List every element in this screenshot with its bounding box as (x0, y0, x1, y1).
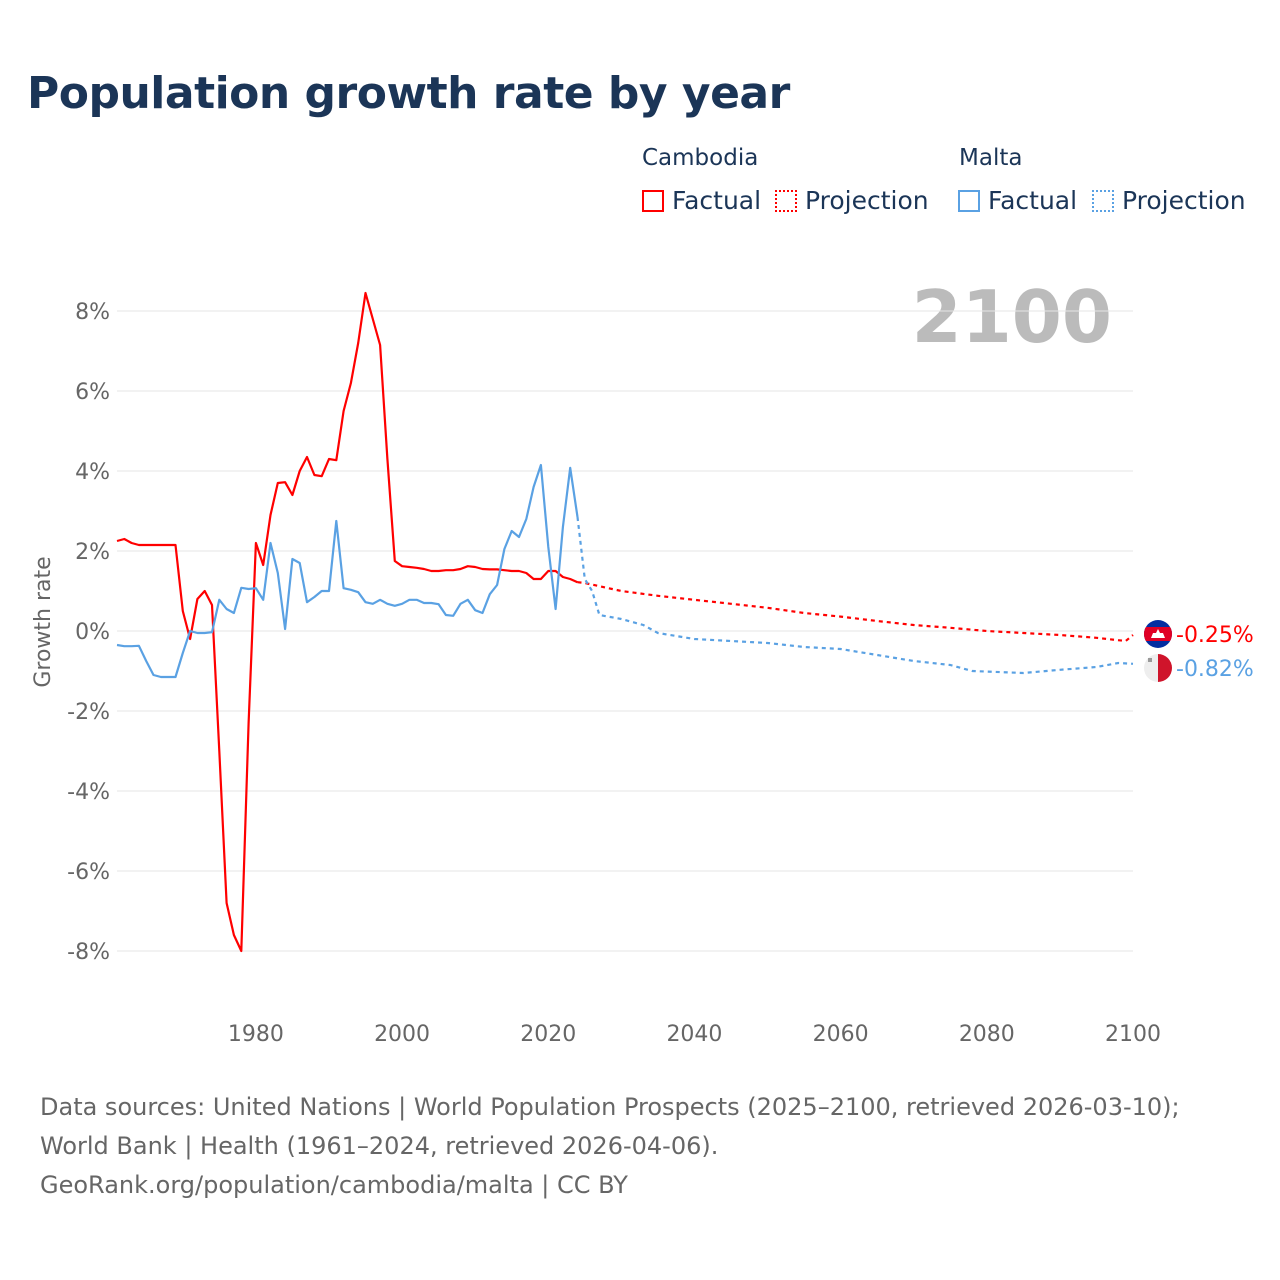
x-tick-label: 2080 (959, 1022, 1015, 1047)
legend-malta-projection[interactable]: Projection (1092, 186, 1246, 215)
y-tick-label: 6% (75, 380, 110, 405)
cambodia-end-label: -0.25% (1176, 623, 1254, 648)
footer: Data sources: United Nations | World Pop… (40, 1088, 1240, 1205)
y-tick-label: 8% (75, 300, 110, 325)
y-tick-label: -8% (67, 940, 110, 965)
y-tick-label: 4% (75, 460, 110, 485)
x-tick-label: 2040 (666, 1022, 722, 1047)
data-sources: Data sources: United Nations | World Pop… (40, 1093, 1180, 1160)
legend-label: Projection (805, 186, 929, 215)
x-tick-label: 2020 (520, 1022, 576, 1047)
legend-label: Factual (988, 186, 1078, 215)
legend-swatch (958, 189, 980, 212)
legend-cambodia-projection[interactable]: Projection (775, 186, 929, 215)
legend-cambodia-factual[interactable]: Factual (642, 186, 761, 215)
cambodia-projection-line (577, 581, 1134, 643)
cambodia-factual-line (116, 291, 578, 953)
legend-swatch (775, 189, 797, 212)
cambodia-flag-icon (1144, 620, 1172, 648)
year-label: 2100 (912, 275, 1112, 359)
y-axis-label: Growth rate (31, 556, 56, 687)
legend-swatch (1092, 189, 1114, 212)
legend-label: Projection (1122, 186, 1246, 215)
legend-swatch (642, 189, 664, 212)
chart-plot: 2100 Growth rate 8% 6% 4% 2% 0% -2% -4% -6% -8% 1… (31, 275, 1254, 1047)
attribution-link[interactable]: GeoRank.org/population/cambodia/malta | … (40, 1171, 628, 1199)
legend-group-malta: Malta (959, 145, 1023, 171)
y-tick-label: -2% (67, 700, 110, 725)
malta-end-label: -0.82% (1176, 657, 1254, 682)
legend-malta-factual[interactable]: Factual (958, 186, 1077, 215)
y-tick-label: -4% (67, 780, 110, 805)
y-tick-label: 0% (75, 620, 110, 645)
malta-flag-icon (1144, 654, 1172, 682)
legend-label: Factual (672, 186, 762, 215)
x-tick-label: 2100 (1105, 1022, 1161, 1047)
legend-group-cambodia: Cambodia (642, 145, 759, 171)
malta-projection-line (576, 516, 1134, 675)
chart-title: Population growth rate by year (27, 68, 790, 119)
y-tick-label: -6% (67, 860, 110, 885)
x-tick-label: 2060 (813, 1022, 869, 1047)
x-tick-label: 1980 (228, 1022, 284, 1047)
x-tick-label: 2000 (374, 1022, 430, 1047)
malta-factual-line (116, 463, 579, 679)
y-tick-label: 2% (75, 540, 110, 565)
